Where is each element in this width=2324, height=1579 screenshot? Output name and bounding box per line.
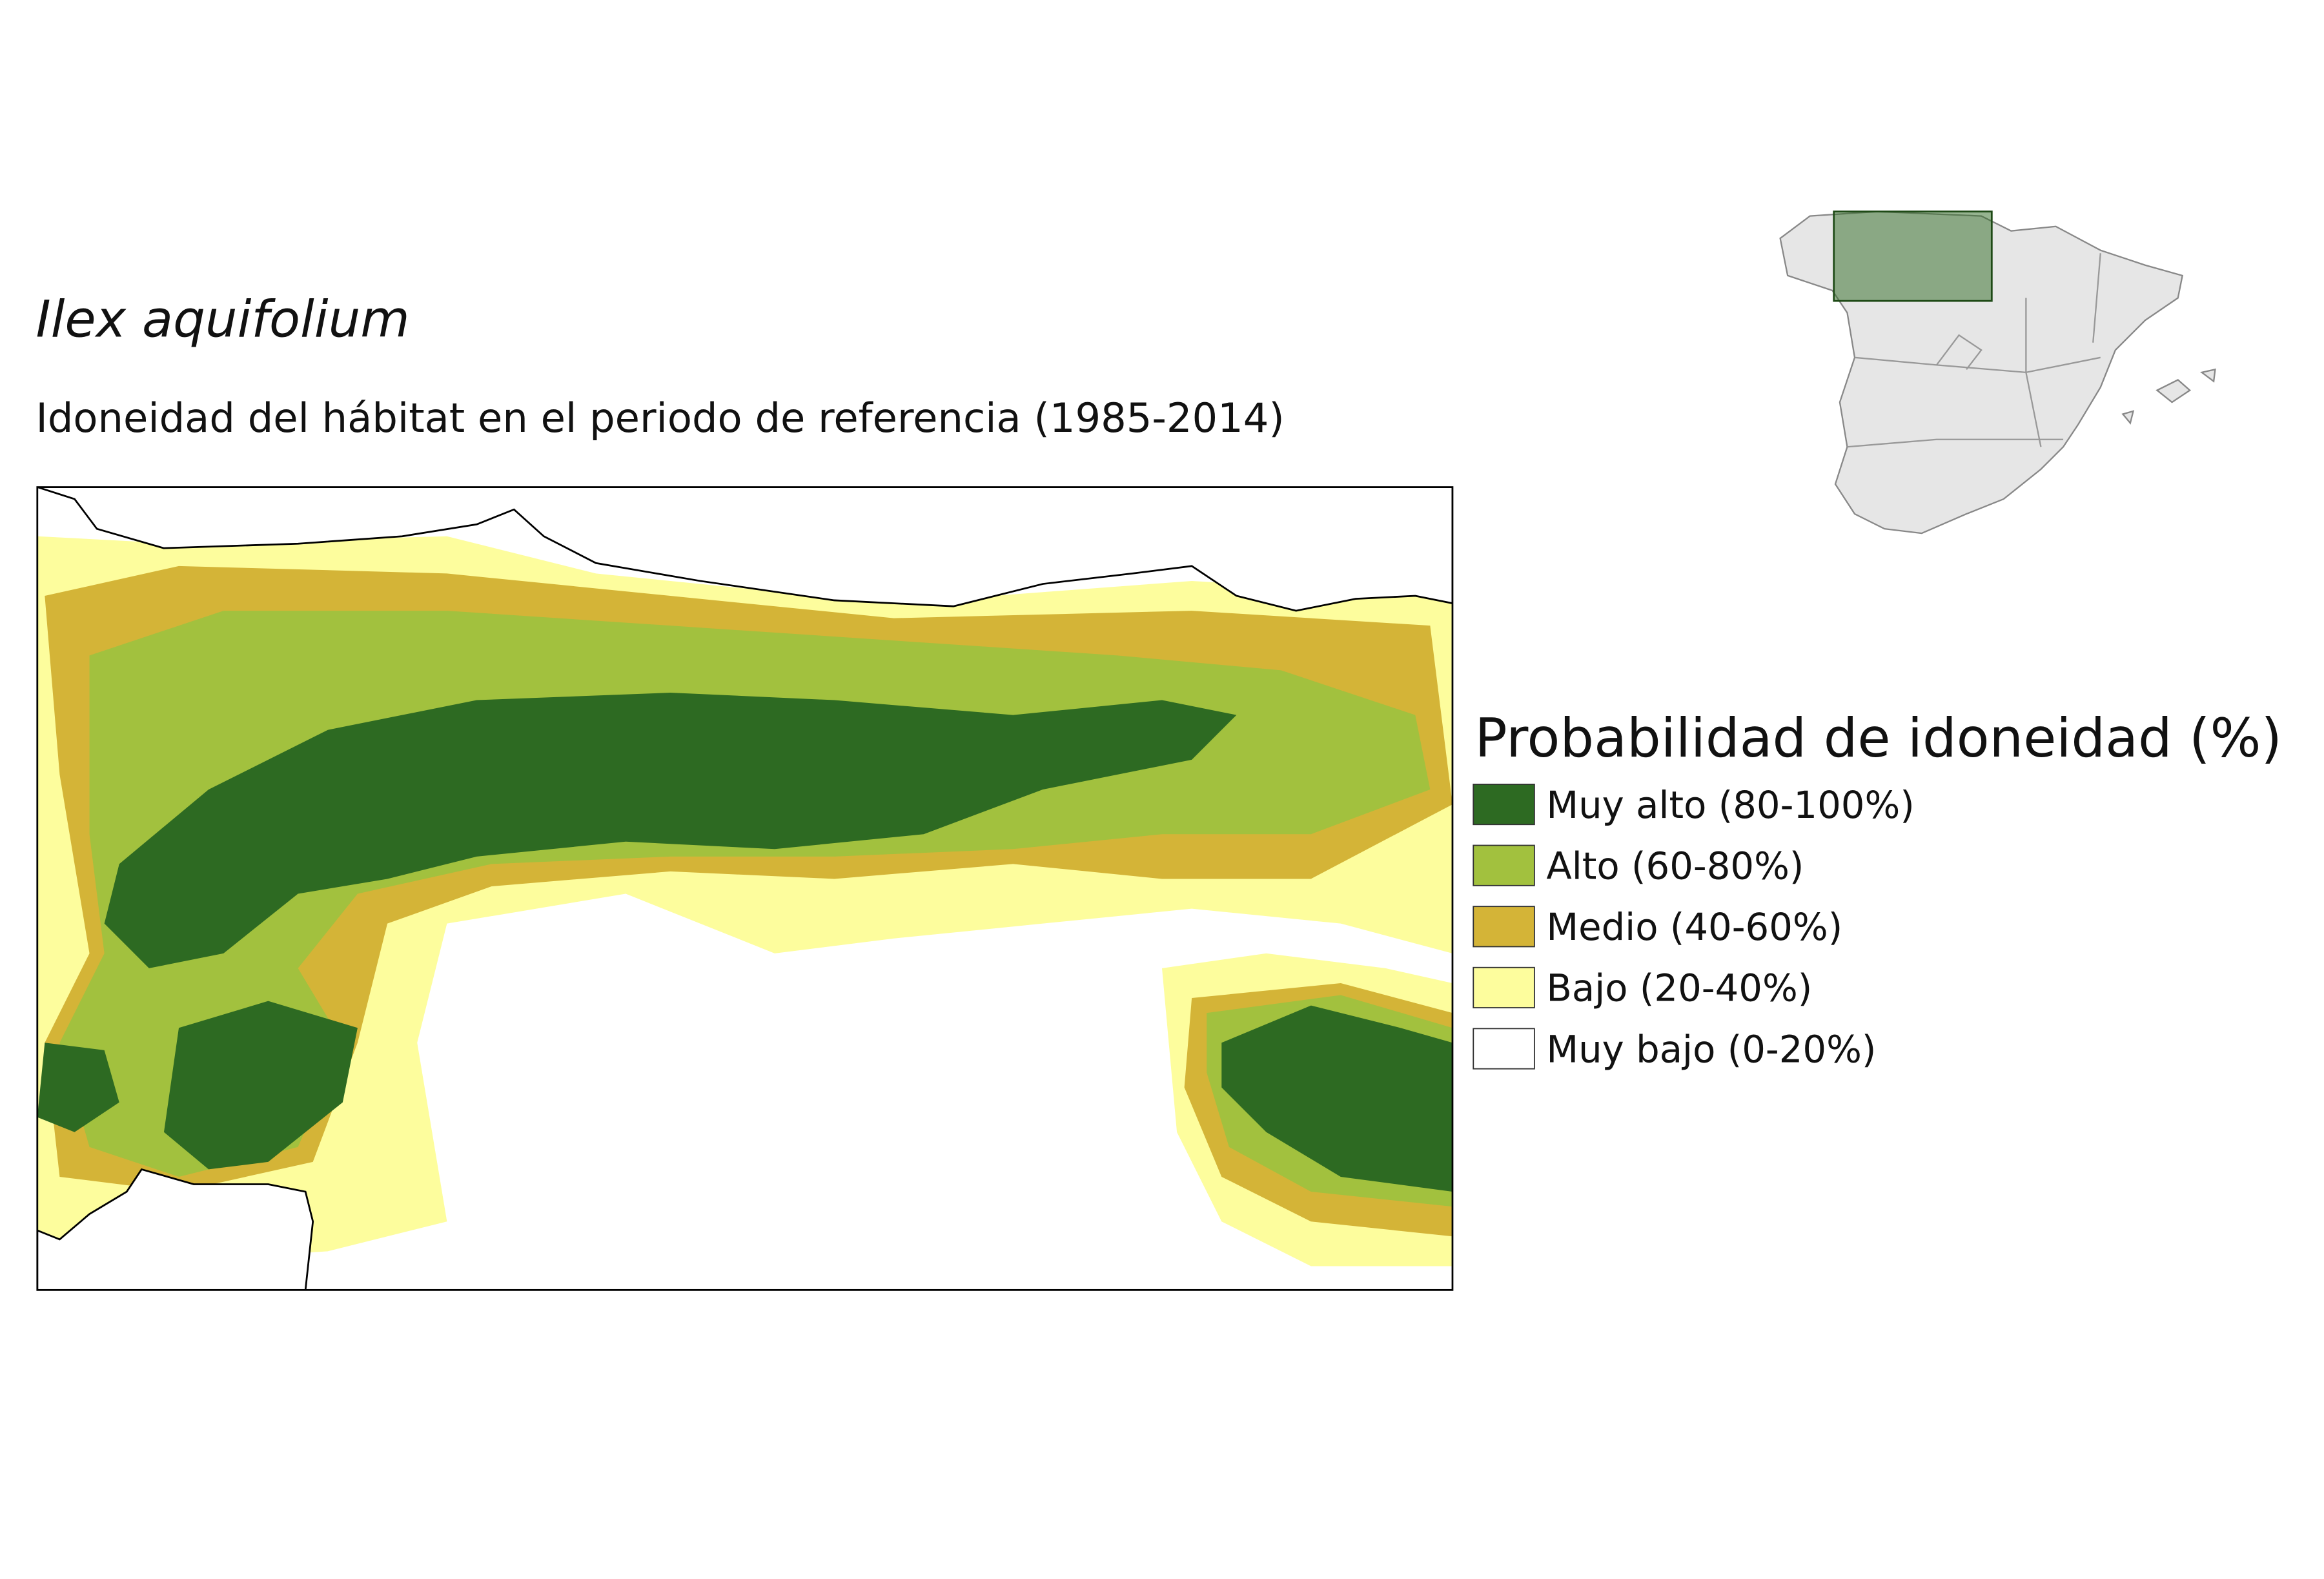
species-title: Ilex aquifolium [36,290,409,349]
legend-title: Probabilidad de idoneidad (%) [1475,707,2282,769]
legend-label: Bajo (20-40%) [1546,966,1812,1010]
habitat-map [36,486,1454,1291]
legend-label: Muy bajo (0-20%) [1546,1027,1876,1071]
subtitle: Idoneidad del hábitat en el periodo de r… [36,394,1284,442]
habitat-zone [37,1043,119,1132]
legend-swatch [1473,784,1535,826]
inset-map [1779,210,2216,535]
legend-swatch [1473,906,1535,948]
habitat-zone [104,693,1237,968]
legend-swatch [1473,1028,1535,1070]
habitat-zone [163,1001,358,1170]
legend: Muy alto (80-100%) Alto (60-80%) Medio (40… [1473,783,1915,1071]
legend-label: Muy alto (80-100%) [1546,783,1914,827]
legend-swatch [1473,966,1535,1008]
legend-swatch [1473,844,1535,886]
legend-label: Alto (60-80%) [1546,844,1804,888]
habitat-zone [1221,1005,1452,1192]
legend-label: Medio (40-60%) [1546,905,1842,949]
